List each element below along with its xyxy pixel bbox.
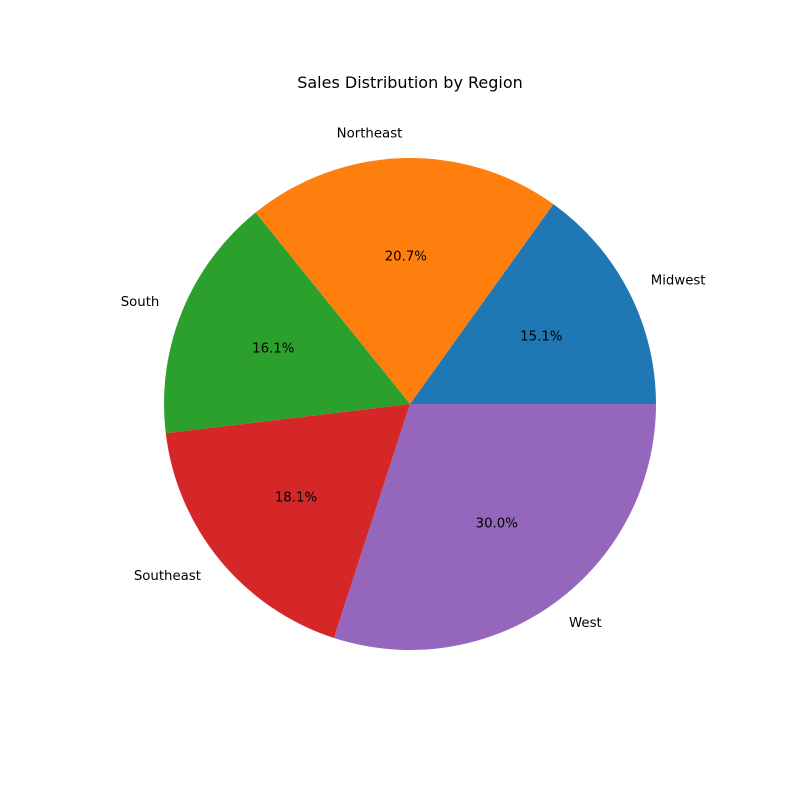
pie-slice-southeast <box>165 404 410 638</box>
pie-category-labels: Midwest Northeast South Southeast West <box>121 127 706 631</box>
pie-slice-south <box>163 212 410 434</box>
pie-percent-labels: 15.1% 20.7% 16.1% 18.1% 30.0% <box>252 249 562 531</box>
slice-label-northeast: Northeast <box>337 127 403 142</box>
percent-label-northeast: 20.7% <box>385 249 427 264</box>
percent-label-midwest: 15.1% <box>520 330 562 345</box>
slice-label-west: West <box>569 616 602 631</box>
pie-slice-west <box>333 404 656 651</box>
chart-title: Sales Distribution by Region <box>297 73 523 92</box>
percent-label-west: 30.0% <box>476 516 518 531</box>
percent-label-southeast: 18.1% <box>275 491 317 506</box>
slice-label-southeast: Southeast <box>134 569 201 584</box>
slice-label-south: South <box>121 295 160 310</box>
slice-label-midwest: Midwest <box>651 273 706 288</box>
percent-label-south: 16.1% <box>252 341 294 356</box>
pie-slice-northeast <box>255 158 554 404</box>
pie-slices <box>163 158 656 651</box>
pie-slice-midwest <box>410 204 656 404</box>
